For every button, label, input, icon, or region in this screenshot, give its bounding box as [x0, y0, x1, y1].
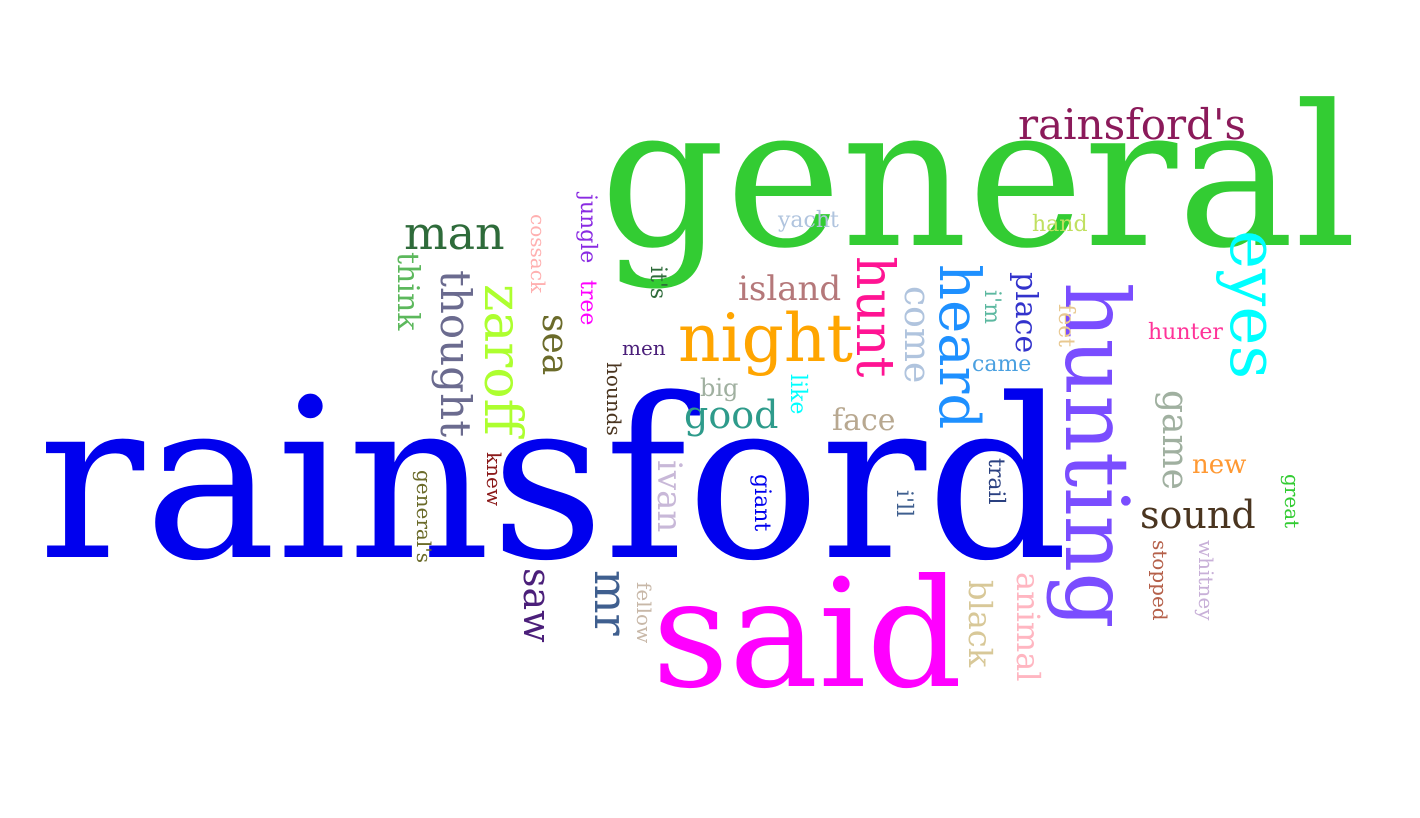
- word-sea: sea: [534, 314, 575, 376]
- word-hounds: hounds: [602, 362, 626, 436]
- word-face: face: [832, 403, 896, 438]
- word-think: think: [390, 252, 425, 331]
- word-came: came: [972, 352, 1032, 377]
- word-place: place: [1008, 272, 1043, 354]
- word-black: black: [961, 580, 999, 668]
- word-hand: hand: [1032, 212, 1088, 237]
- word-its: it's: [645, 266, 670, 300]
- word-rainsford: rainsford: [38, 352, 1069, 610]
- word-eyes: eyes: [1215, 230, 1292, 380]
- word-tree: tree: [575, 280, 600, 326]
- word-hunt: hunt: [844, 256, 904, 378]
- word-good: good: [684, 393, 779, 437]
- word-heard: heard: [926, 264, 991, 430]
- word-feet: feet: [1053, 304, 1078, 348]
- word-yacht: yacht: [778, 208, 839, 233]
- word-island: island: [738, 269, 842, 309]
- word-men: men: [622, 336, 666, 360]
- word-whitney: whitney: [1194, 540, 1218, 621]
- word-jungle: jungle: [575, 194, 600, 264]
- word-like: like: [785, 374, 810, 415]
- word-mr: mr: [584, 570, 638, 636]
- word-trail: trail: [983, 458, 1008, 505]
- word-big: big: [700, 374, 739, 402]
- word-zaroff: zaroff: [472, 284, 532, 436]
- word-hunter: hunter: [1148, 320, 1223, 345]
- word-come: come: [896, 286, 937, 384]
- word-general: general: [600, 64, 1357, 292]
- word-night: night: [678, 300, 853, 377]
- word-stopped: stopped: [1148, 540, 1172, 621]
- word-saw: saw: [515, 568, 559, 643]
- word-man: man: [404, 206, 505, 260]
- word-ill: i'll: [891, 490, 916, 518]
- word-cossack: cossack: [526, 214, 550, 294]
- word-new: new: [1192, 450, 1247, 480]
- word-giant: giant: [749, 474, 774, 532]
- word-said: said: [652, 548, 963, 722]
- word-animal: animal: [1009, 572, 1047, 682]
- word-ivan: ivan: [649, 460, 689, 533]
- word-generals: general's: [412, 470, 436, 563]
- word-great: great: [1280, 474, 1304, 529]
- word-game: game: [1154, 390, 1195, 490]
- word-thought: thought: [431, 270, 480, 438]
- word-im: i'm: [979, 290, 1004, 324]
- word-rainsfords: rainsford's: [1018, 100, 1247, 149]
- word-sound: sound: [1140, 493, 1256, 537]
- word-knew: knew: [482, 452, 506, 506]
- word-fellow: fellow: [632, 582, 656, 644]
